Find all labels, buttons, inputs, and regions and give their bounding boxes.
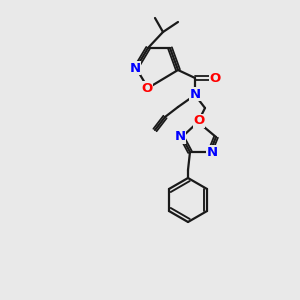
Text: O: O [209,71,220,85]
Text: O: O [141,82,153,94]
Text: N: N [174,130,186,143]
Text: N: N [129,61,141,74]
Text: N: N [189,88,201,100]
Text: N: N [206,146,218,158]
Text: O: O [194,115,205,128]
